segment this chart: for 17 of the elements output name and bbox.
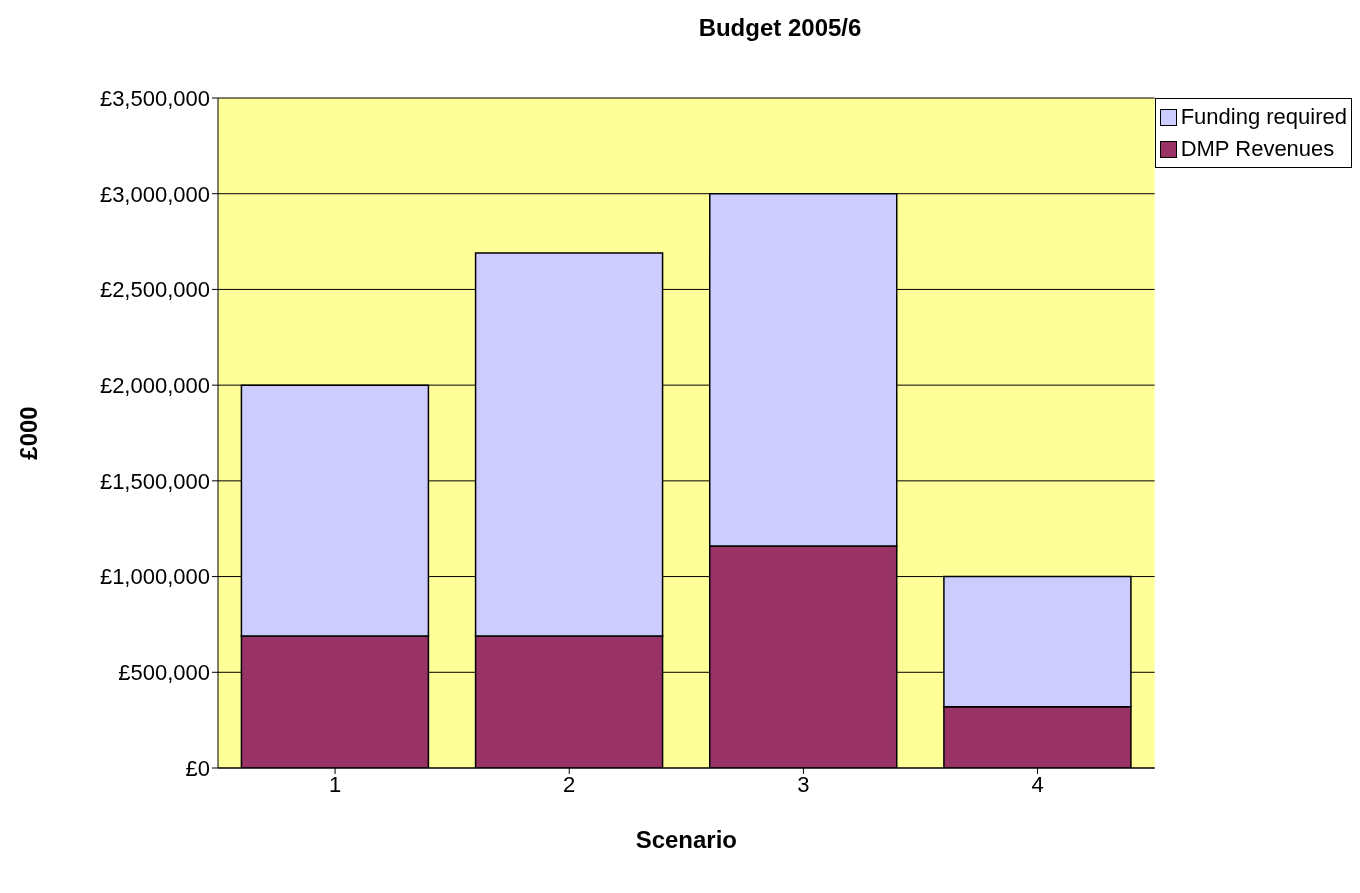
legend-label: DMP Revenues: [1179, 135, 1336, 163]
x-tick-label: 1: [328, 771, 342, 797]
y-tick-label: £1,000,000: [99, 564, 210, 590]
x-tick-label: 2: [563, 771, 576, 797]
y-tick-label: £500,000: [118, 660, 210, 686]
y-tick-label: £0: [185, 755, 210, 781]
y-tick-label: £3,500,000: [99, 85, 210, 111]
y-tick-label: £2,500,000: [99, 277, 210, 303]
legend-label: Funding required: [1179, 103, 1347, 131]
y-axis-title: £000: [14, 406, 42, 460]
x-axis-title: Scenario: [635, 826, 738, 853]
y-tick-label: £1,500,000: [99, 468, 210, 494]
y-tick-label: £2,000,000: [99, 372, 210, 398]
y-tick-label: £3,000,000: [99, 181, 210, 207]
x-tick-label: 3: [797, 771, 810, 797]
x-tick-label: 4: [1031, 771, 1044, 797]
chart-title: Budget 2005/6: [697, 13, 863, 43]
